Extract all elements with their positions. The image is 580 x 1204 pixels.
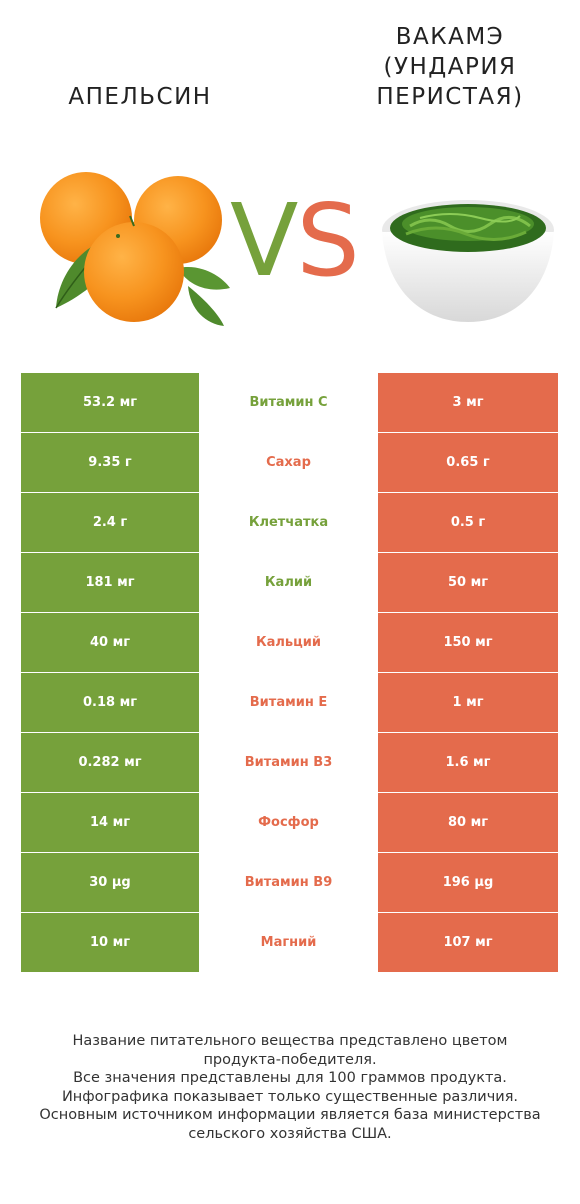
right-value-cell: 107 мг bbox=[378, 913, 558, 972]
vs-label: VS bbox=[230, 186, 360, 296]
nutrient-name-cell: Калий bbox=[199, 553, 378, 612]
wakame-bowl-image bbox=[382, 200, 554, 322]
footer-line: Все значения представлены для 100 граммо… bbox=[73, 1070, 507, 1086]
table-row: 30 µg Витамин B9 196 µg bbox=[21, 853, 558, 912]
table-row: 40 мг Кальций 150 мг bbox=[21, 613, 558, 672]
table-row: 10 мг Магний 107 мг bbox=[21, 913, 558, 972]
right-value-cell: 1.6 мг bbox=[378, 733, 558, 792]
table-row: 14 мг Фосфор 80 мг bbox=[21, 793, 558, 852]
right-value-cell: 80 мг bbox=[378, 793, 558, 852]
left-value-cell: 10 мг bbox=[21, 913, 199, 972]
left-value-cell: 40 мг bbox=[21, 613, 199, 672]
nutrient-name-cell: Клетчатка bbox=[199, 493, 378, 552]
nutrient-name-cell: Сахар bbox=[199, 433, 378, 492]
right-product-title-line: (УНДАРИЯ bbox=[383, 54, 517, 80]
left-value-cell: 14 мг bbox=[21, 793, 199, 852]
table-row: 9.35 г Сахар 0.65 г bbox=[21, 433, 558, 492]
table-row: 181 мг Калий 50 мг bbox=[21, 553, 558, 612]
left-value-cell: 9.35 г bbox=[21, 433, 199, 492]
footer-line: Инфографика показывает только существенн… bbox=[61, 1088, 519, 1105]
orange-image bbox=[40, 172, 230, 326]
right-product-title: ВАКАМЭ (УНДАРИЯ ПЕРИСТАЯ) bbox=[330, 22, 570, 112]
vs-v: V bbox=[230, 182, 298, 299]
right-product-title-line: ВАКАМЭ bbox=[395, 24, 505, 50]
left-value-cell: 0.282 мг bbox=[21, 733, 199, 792]
footer-line: продукта-победителя. bbox=[203, 1051, 377, 1068]
right-value-cell: 150 мг bbox=[378, 613, 558, 672]
right-value-cell: 0.65 г bbox=[378, 433, 558, 492]
left-value-cell: 0.18 мг bbox=[21, 673, 199, 732]
nutrient-name-cell: Витамин B9 bbox=[199, 853, 378, 912]
nutrient-name-cell: Фосфор bbox=[199, 793, 378, 852]
right-value-cell: 1 мг bbox=[378, 673, 558, 732]
nutrient-name-cell: Кальций bbox=[199, 613, 378, 672]
footer-line: Основным источником информации является … bbox=[39, 1107, 541, 1123]
table-row: 2.4 г Клетчатка 0.5 г bbox=[21, 493, 558, 552]
left-value-cell: 2.4 г bbox=[21, 493, 199, 552]
left-value-cell: 53.2 мг bbox=[21, 373, 199, 432]
right-value-cell: 3 мг bbox=[378, 373, 558, 432]
left-product-title: АПЕЛЬСИН bbox=[68, 84, 212, 110]
right-value-cell: 50 мг bbox=[378, 553, 558, 612]
nutrient-name-cell: Витамин E bbox=[199, 673, 378, 732]
left-value-cell: 181 мг bbox=[21, 553, 199, 612]
left-value-cell: 30 µg bbox=[21, 853, 199, 912]
nutrient-name-cell: Магний bbox=[199, 913, 378, 972]
right-value-cell: 0.5 г bbox=[378, 493, 558, 552]
table-row: 0.282 мг Витамин B3 1.6 мг bbox=[21, 733, 558, 792]
right-value-cell: 196 µg bbox=[378, 853, 558, 912]
nutrient-name-cell: Витамин C bbox=[199, 373, 378, 432]
footer-line: сельского хозяйства США. bbox=[188, 1125, 392, 1142]
footer-line: Название питательного вещества представл… bbox=[72, 1033, 508, 1049]
vs-s: S bbox=[296, 182, 360, 299]
right-product-title-line: ПЕРИСТАЯ) bbox=[376, 84, 524, 110]
nutrient-name-cell: Витамин B3 bbox=[199, 733, 378, 792]
footer-notes: Название питательного вещества представл… bbox=[20, 1032, 560, 1143]
